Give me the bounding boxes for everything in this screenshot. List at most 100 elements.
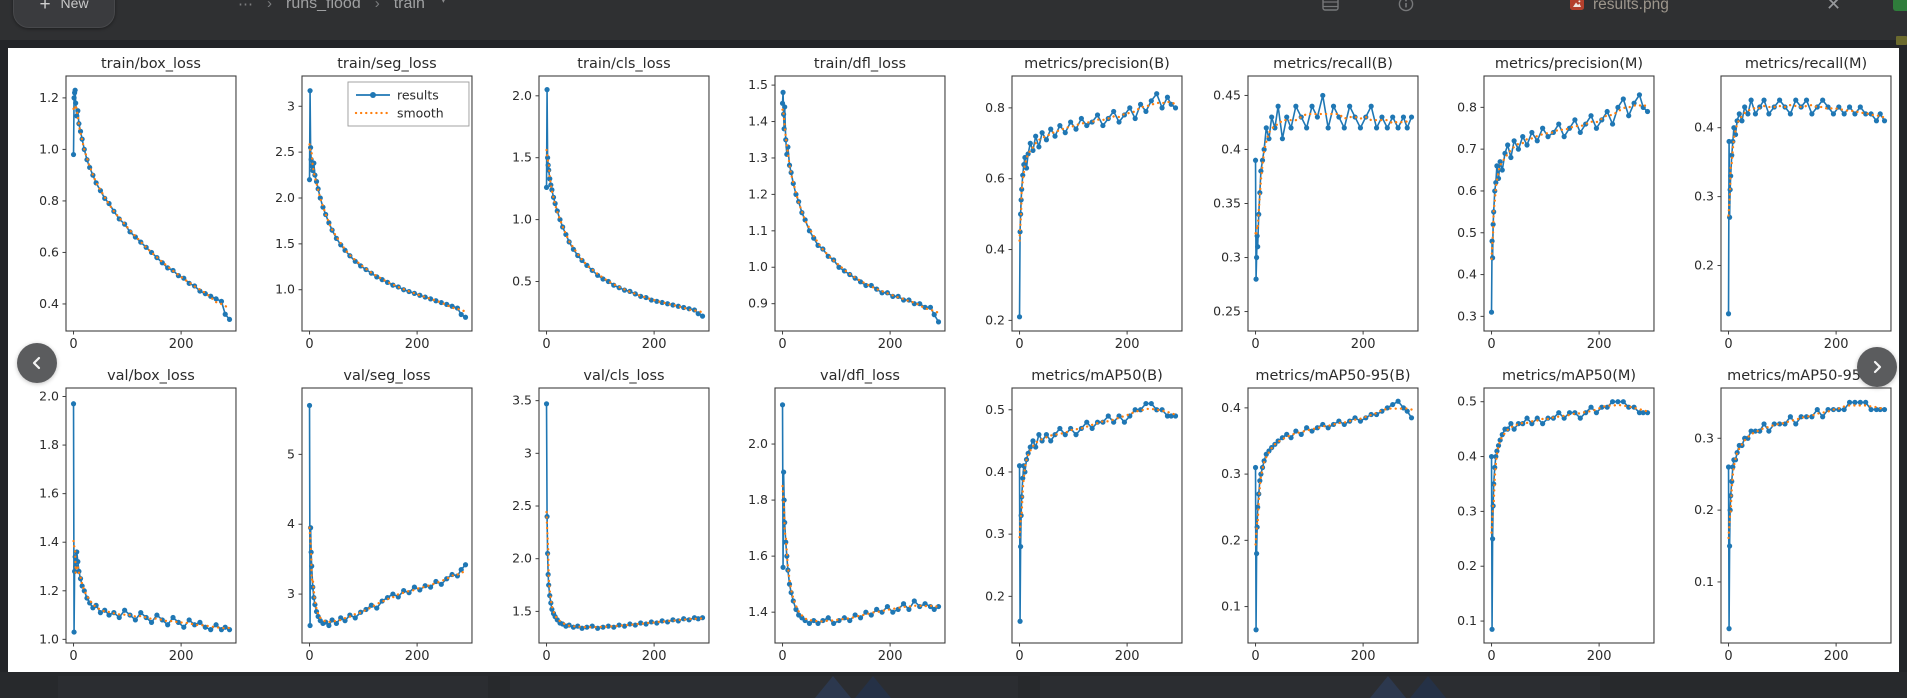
smooth-line: [1254, 407, 1413, 546]
next-image-button[interactable]: [1857, 347, 1897, 387]
chevron-down-icon[interactable]: ▾: [440, 0, 446, 6]
plot-svg: metrics/recall(M) 0.2 0.3 0.4 0 200: [1694, 56, 1892, 352]
plot-svg: metrics/precision(B) 0.2 0.4 0.6 0.8 0 200: [985, 56, 1183, 352]
x-tick-label: 200: [405, 337, 430, 352]
y-tick-label: 1.4: [748, 114, 768, 129]
y-tick-label: 1.5: [748, 77, 768, 92]
chevron-right-icon: [1873, 360, 1882, 374]
plot-title: val/box_loss: [107, 368, 195, 384]
image-file-icon: [1570, 0, 1584, 10]
preview-file-label: results.png: [1570, 0, 1669, 14]
y-tick-label: 0.4: [985, 464, 1005, 479]
y-tick-label: 1.5: [276, 236, 296, 251]
y-tick-label: 1.0: [276, 282, 296, 297]
y-tick-label: 0.3: [1694, 189, 1714, 204]
y-tick-label: 0.2: [985, 312, 1005, 327]
plot-svg: metrics/mAP50-95(B) 0.1 0.2 0.3 0.4 0 200: [1221, 368, 1419, 664]
plot-cell-metrics-map50-m-: metrics/mAP50(M) 0.1 0.2 0.3 0.4 0.5 0 200: [1426, 360, 1662, 672]
plot-title: train/cls_loss: [577, 56, 670, 72]
y-tick-label: 0.3: [1221, 466, 1241, 481]
x-tick-label: 200: [878, 649, 903, 664]
x-tick-label: 200: [878, 337, 903, 352]
breadcrumb-ellipsis[interactable]: ⋯: [238, 0, 253, 13]
new-button[interactable]: + New: [13, 0, 115, 28]
y-tick-label: 0.4: [1221, 400, 1241, 415]
x-tick-label: 200: [1587, 649, 1612, 664]
smooth-line: [1017, 100, 1177, 242]
y-tick-label: 0.35: [1213, 195, 1241, 210]
y-tick-label: 0.8: [39, 193, 59, 208]
y-tick-label: 0.6: [39, 244, 59, 259]
plot-svg: val/dfl_loss 1.4 1.6 1.8 2.0 0 200: [748, 368, 946, 664]
y-tick-label: 2.0: [276, 190, 296, 205]
y-tick-label: 0.4: [1457, 267, 1477, 282]
plot-cell-val-cls-loss: val/cls_loss 1.5 2.0 2.5 3 3.5 0 200: [481, 360, 717, 672]
results-line: [781, 92, 940, 323]
y-tick-label: 0.1: [1694, 574, 1714, 589]
results-line: [72, 403, 230, 633]
plot-svg: val/box_loss 1.0 1.2 1.4 1.6 1.8 2.0 0 200: [39, 368, 237, 664]
y-tick-label: 1.2: [39, 583, 59, 598]
plot-svg: metrics/mAP50(B) 0.2 0.3 0.4 0.5 0 200: [985, 368, 1183, 664]
previous-image-button[interactable]: [17, 343, 57, 383]
dimmed-background-strip: [0, 672, 1907, 698]
results-line: [1727, 97, 1885, 314]
y-tick-label: 0.2: [1221, 532, 1241, 547]
legend-smooth-label: smooth: [397, 105, 444, 120]
smooth-line: [1726, 103, 1886, 217]
breadcrumb-item-runs-flood[interactable]: runs_flood: [286, 0, 361, 12]
plot-svg: metrics/mAP50(M) 0.1 0.2 0.3 0.4 0.5 0 200: [1457, 368, 1655, 664]
plot-title: val/cls_loss: [583, 368, 664, 384]
results-line: [545, 403, 703, 630]
close-icon[interactable]: ✕: [1826, 0, 1842, 14]
y-tick-label: 1.3: [748, 150, 768, 165]
y-tick-label: 0.4: [1694, 120, 1714, 135]
list-view-icon[interactable]: [1322, 0, 1339, 16]
plot-cell-metrics-map50-95-m-: metrics/mAP50-95(M) 0.1 0.2 0.3 0 200: [1663, 360, 1899, 672]
y-tick-label: 1.4: [748, 604, 768, 619]
y-tick-label: 5: [287, 446, 295, 461]
chevron-right-icon: ›: [374, 0, 380, 12]
y-tick-label: 0.3: [985, 526, 1005, 541]
smooth-line: [545, 148, 704, 314]
plot-svg: val/cls_loss 1.5 2.0 2.5 3 3.5 0 200: [512, 368, 710, 664]
results-line: [1254, 400, 1413, 630]
plot-cell-train-box-loss: train/box_loss 0.4 0.6 0.8 1.0 1.2 0 200: [8, 48, 244, 360]
x-tick-label: 0: [1724, 649, 1732, 664]
plot-svg: metrics/recall(B) 0.25 0.3 0.35 0.4 0.45 0 200: [1213, 56, 1419, 352]
plot-svg: train/seg_loss 1.0 1.5 2.0 2.5 3 0 200 results sm…: [276, 56, 473, 352]
plot-cell-val-dfl-loss: val/dfl_loss 1.4 1.6 1.8 2.0 0 200: [717, 360, 953, 672]
y-tick-label: 0.5: [1457, 394, 1477, 409]
breadcrumb-item-train[interactable]: train: [393, 0, 425, 12]
results-line: [1018, 92, 1176, 317]
y-tick-label: 1.0: [748, 259, 768, 274]
y-tick-label: 2.0: [748, 436, 768, 451]
new-button-label: New: [60, 0, 89, 11]
plot-cell-metrics-recall-m-: metrics/recall(M) 0.2 0.3 0.4 0 200: [1663, 48, 1899, 360]
y-tick-label: 0.3: [1457, 308, 1477, 323]
results-line: [309, 405, 467, 627]
smooth-line: [781, 106, 940, 314]
smooth-line: [1726, 404, 1886, 540]
y-tick-label: 0.4: [1221, 141, 1241, 156]
plot-cell-metrics-map50-95-b-: metrics/mAP50-95(B) 0.1 0.2 0.3 0.4 0 200: [1190, 360, 1426, 672]
x-tick-label: 0: [779, 337, 787, 352]
y-tick-label: 0.9: [748, 296, 768, 311]
plot-cell-val-seg-loss: val/seg_loss 3 4 5 0 200: [244, 360, 480, 672]
plot-svg: metrics/precision(M) 0.3 0.4 0.5 0.6 0.7 0.8 0 2…: [1457, 56, 1655, 352]
y-tick-label: 0.2: [985, 588, 1005, 603]
y-tick-label: 1.0: [39, 631, 59, 646]
x-tick-label: 200: [1114, 649, 1139, 664]
x-tick-label: 0: [306, 649, 314, 664]
y-tick-label: 1.0: [39, 141, 59, 156]
plus-icon: +: [39, 0, 51, 15]
y-tick-label: 0.2: [1457, 558, 1477, 573]
y-tick-label: 3: [287, 98, 295, 113]
y-tick-label: 1.8: [39, 437, 59, 452]
y-tick-label: 1.6: [39, 486, 59, 501]
info-icon[interactable]: [1398, 0, 1414, 17]
plot-svg: train/dfl_loss 0.9 1.0 1.1 1.2 1.3 1.4 1.5 0 200: [748, 56, 946, 352]
y-tick-label: 0.25: [1213, 304, 1241, 319]
chevron-right-icon: ›: [267, 0, 272, 12]
background-chip: [1896, 36, 1907, 45]
